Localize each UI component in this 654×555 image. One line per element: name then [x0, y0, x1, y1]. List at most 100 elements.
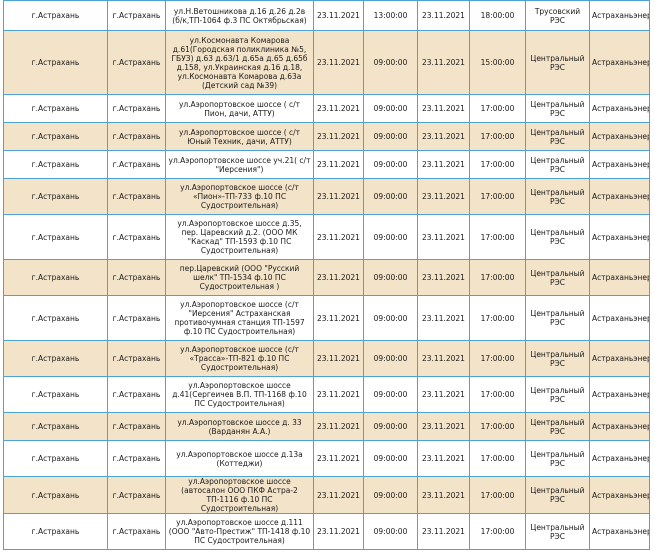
organization-cell: Астраханьэнерго [589, 376, 650, 413]
res-cell-line: Центральный [530, 309, 585, 318]
address-cell-line: ул.Космонавта Комарова [189, 35, 290, 45]
start-date-cell: 23.11.2021 [313, 440, 364, 477]
address-cell-line: Пион, дачи, АТТУ) [204, 108, 275, 118]
address-cell-line: Судостроительная) [200, 363, 279, 372]
address-cell-line: д.41(Сергеичев В.П. ТП-1168 ф.10 [172, 390, 307, 399]
address-cell-line: противочумная станция ТП-1597 [174, 318, 305, 327]
res-cell: Центральный РЭС [525, 440, 590, 477]
address-cell: ул.Космонавта Комарова д.61(Городская пол… [165, 30, 314, 95]
locality-cell: г.Астрахань [107, 440, 166, 477]
end-date-cell: 23.11.2021 [417, 214, 470, 260]
start-time-cell: 09:00:00 [363, 94, 418, 123]
end-time-cell: 17:00:00 [469, 295, 526, 341]
address-cell-line: Юный Техник, дачи, АТТУ) [187, 136, 292, 146]
end-date-cell: 23.11.2021 [417, 150, 470, 179]
res-cell-line: Центральный [530, 522, 585, 532]
address-cell-line: ГБУЗ) д.63 д.63/1 д.65а д.65 д.65б [171, 53, 308, 63]
locality-cell: г.Астрахань [107, 122, 166, 151]
address-cell-line: д.158, ул.Украинская д.16 д.18, [176, 62, 303, 72]
res-cell: Центральный РЭС [525, 513, 590, 550]
table-row: г.Астрахань г.Астрахань ул.Аэропортовское … [3, 178, 650, 215]
address-cell-line: "Иерсения" Астраханская [188, 309, 291, 318]
start-time-cell: 09:00:00 [363, 122, 418, 151]
address-cell-line: (ООО "Авто-Престиж" ТП-1418 ф.10 [168, 527, 311, 536]
start-time-cell: 09:00:00 [363, 259, 418, 296]
table-row: г.Астрахань г.Астрахань ул.Аэропортовское … [3, 295, 650, 341]
end-date-cell: 23.11.2021 [417, 412, 470, 441]
city-cell: г.Астрахань [3, 94, 108, 123]
city-cell: г.Астрахань [3, 412, 108, 441]
res-cell-line: Центральный [530, 187, 585, 197]
res-cell-line: РЭС [550, 277, 565, 287]
end-time-cell: 17:00:00 [469, 178, 526, 215]
organization-cell: Астраханьэнерго [589, 295, 650, 341]
locality-cell: г.Астрахань [107, 30, 166, 95]
start-date-cell: 23.11.2021 [313, 94, 364, 123]
address-cell-line: ул.Аэропортовское шоссе ( с/т [178, 127, 301, 137]
address-cell-line: д.61(Городская поликлиника №5, [172, 44, 307, 54]
address-cell-line: (Детский сад №39) [201, 80, 278, 90]
table-row: г.Астрахань г.Астрахань ул.Аэропортовское … [3, 412, 650, 441]
start-date-cell: 23.11.2021 [313, 295, 364, 341]
start-time-cell: 09:00:00 [363, 30, 418, 95]
start-date-cell: 23.11.2021 [313, 150, 364, 179]
res-cell: Центральный РЭС [525, 412, 590, 441]
res-cell-line: РЭС [550, 15, 565, 25]
city-cell: г.Астрахань [3, 476, 108, 514]
address-cell-line: Судостроительная) [200, 504, 279, 513]
address-cell-line: Судостроительная ) [199, 282, 280, 291]
table-row: г.Астрахань г.Астрахань ул.Аэропортовское … [3, 513, 650, 550]
locality-cell: г.Астрахань [107, 0, 166, 31]
end-date-cell: 23.11.2021 [417, 178, 470, 215]
res-cell-line: РЭС [550, 237, 565, 246]
end-date-cell: 23.11.2021 [417, 376, 470, 413]
start-date-cell: 23.11.2021 [313, 214, 364, 260]
res-cell-line: Центральный [530, 268, 585, 278]
start-date-cell: 23.11.2021 [313, 340, 364, 377]
end-date-cell: 23.11.2021 [417, 295, 470, 341]
res-cell-line: Центральный [530, 53, 585, 63]
table-row: г.Астрахань г.Астрахань ул.Аэропортовское … [3, 376, 650, 413]
start-time-cell: 09:00:00 [363, 513, 418, 550]
address-cell-line: пер.Царевский (ООО "Русский [179, 264, 300, 273]
address-cell: ул.Аэропортовское шоссе д. 33 (Варданян А… [165, 412, 314, 441]
city-cell: г.Астрахань [3, 214, 108, 260]
address-cell-line: (Коттеджи) [216, 458, 263, 468]
end-date-cell: 23.11.2021 [417, 513, 470, 550]
res-cell: Трусовский РЭС [525, 0, 590, 31]
outage-table: г.Астрахань г.Астрахань ул.Н.Ветошникова д… [3, 0, 650, 550]
end-time-cell: 17:00:00 [469, 476, 526, 514]
start-date-cell: 23.11.2021 [313, 122, 364, 151]
res-cell: Центральный РЭС [525, 259, 590, 296]
address-cell-line: ул.Н.Ветошникова д.16 д.26 д.2в [173, 6, 306, 16]
start-time-cell: 09:00:00 [363, 340, 418, 377]
city-cell: г.Астрахань [3, 0, 108, 31]
address-cell-line: "Каскад" ТП-1593 ф.10 ПС [187, 237, 292, 246]
res-cell-line: РЭС [550, 196, 565, 206]
start-date-cell: 23.11.2021 [313, 376, 364, 413]
address-cell: ул.Аэропортовское шоссе д.35, пер. Царевс… [165, 214, 314, 260]
table-row: г.Астрахань г.Астрахань ул.Аэропортовское … [3, 476, 650, 514]
end-time-cell: 17:00:00 [469, 376, 526, 413]
address-cell-line: ТП-1116 ф.10 ПС [206, 495, 273, 504]
table-row: г.Астрахань г.Астрахань ул.Космонавта Кома… [3, 30, 650, 95]
address-cell-line: «Пион»-ТП-733 ф.10 ПС [192, 192, 287, 201]
locality-cell: г.Астрахань [107, 340, 166, 377]
address-cell-line: ф.10 ПС Судостроительная) [183, 327, 296, 336]
address-cell-line: ул.Космонавта Комарова д.63а [177, 71, 302, 81]
res-cell-line: РЭС [550, 62, 565, 72]
address-cell-line: ул.Аэропортовское шоссе [188, 381, 291, 390]
locality-cell: г.Астрахань [107, 476, 166, 514]
organization-cell: Астраханьэнерго [589, 94, 650, 123]
organization-cell: Астраханьэнерго [589, 0, 650, 31]
locality-cell: г.Астрахань [107, 376, 166, 413]
res-cell: Центральный РЭС [525, 340, 590, 377]
address-cell-line: (б/к,ТП-1064 ф.3 ПС Октябрьская) [172, 15, 307, 25]
end-time-cell: 18:00:00 [469, 0, 526, 31]
organization-cell: Астраханьэнерго [589, 214, 650, 260]
start-time-cell: 09:00:00 [363, 178, 418, 215]
address-cell-line: ул.Аэропортовское шоссе ( с/т [178, 99, 301, 109]
address-cell: ул.Аэропортовское шоссе (с/т «Пион»-ТП-73… [165, 178, 314, 215]
res-cell-line: Центральный [530, 385, 585, 395]
start-time-cell: 09:00:00 [363, 476, 418, 514]
